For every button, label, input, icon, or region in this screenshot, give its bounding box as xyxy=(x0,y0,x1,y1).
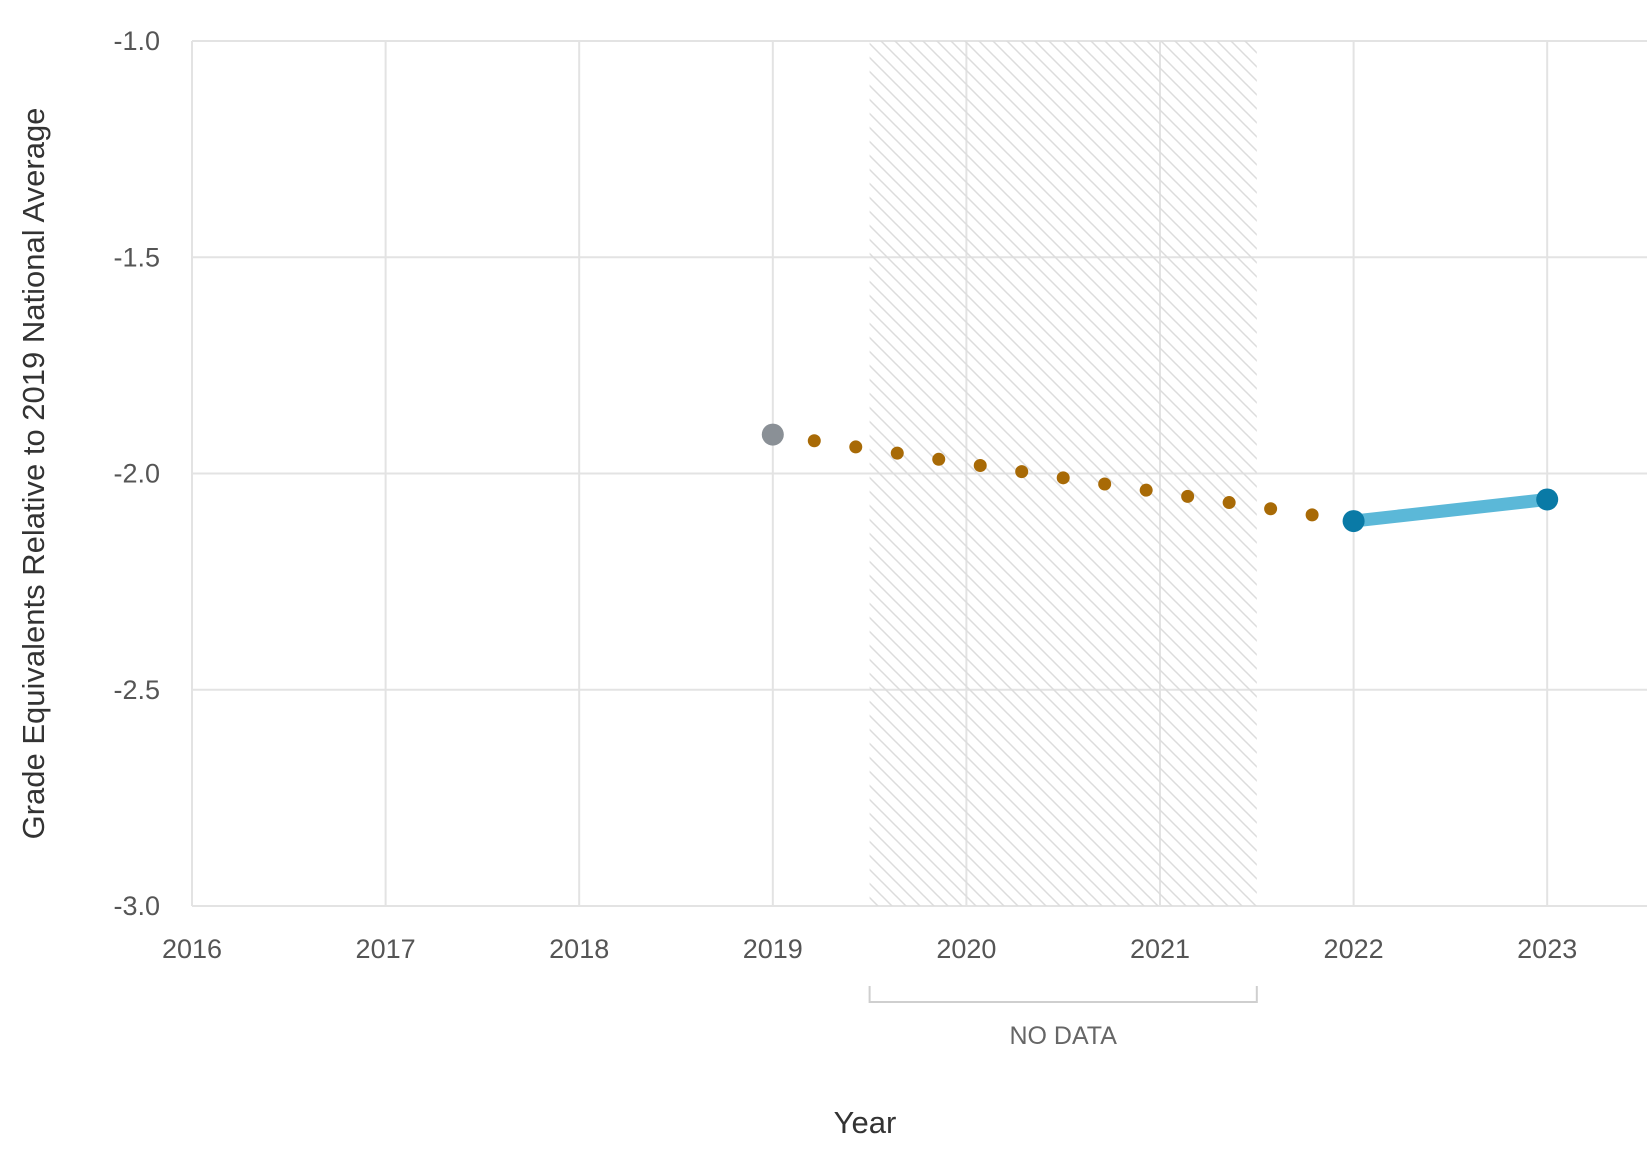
data-point xyxy=(1536,488,1559,511)
x-tick-label: 2023 xyxy=(1517,934,1577,964)
x-tick-label: 2019 xyxy=(743,934,803,964)
y-tick-label: -1.0 xyxy=(113,26,160,56)
series-line xyxy=(1347,492,1554,528)
y-tick-label: -1.5 xyxy=(113,242,160,272)
trend-dot xyxy=(1056,471,1070,485)
x-tick-label: 2021 xyxy=(1130,934,1190,964)
no-data-label: NO DATA xyxy=(1009,1022,1117,1050)
x-axis-title: Year xyxy=(834,1105,897,1140)
trend-dot xyxy=(1139,483,1153,497)
data-point xyxy=(761,423,784,446)
trend-dot xyxy=(890,446,904,460)
x-tick-label: 2020 xyxy=(936,934,996,964)
trend-dot xyxy=(849,440,863,454)
no-data-region xyxy=(868,41,1258,1003)
trend-dot xyxy=(932,452,946,466)
trend-dot xyxy=(1264,502,1278,516)
trend-dot xyxy=(1222,496,1236,510)
trend-dot xyxy=(1181,489,1195,503)
x-tick-label: 2022 xyxy=(1324,934,1384,964)
y-axis-title: Grade Equivalents Relative to 2019 Natio… xyxy=(16,108,51,840)
y-tick-labels: -1.0 -1.5 -2.0 -2.5 -3.0 xyxy=(113,26,160,921)
trend-dot xyxy=(1015,465,1029,479)
x-tick-label: 2016 xyxy=(162,934,222,964)
trend-dot xyxy=(973,458,987,472)
x-tick-label: 2018 xyxy=(549,934,609,964)
y-tick-label: -3.0 xyxy=(113,891,160,921)
data-point xyxy=(1342,510,1365,533)
x-tick-labels: 2016 2017 2018 2019 2020 2021 2022 2023 xyxy=(162,934,1577,964)
trend-dot xyxy=(807,434,821,448)
trend-dot xyxy=(1305,508,1319,522)
series-layer xyxy=(761,423,1559,533)
trend-dot xyxy=(1098,477,1112,491)
y-tick-label: -2.5 xyxy=(113,675,160,705)
x-tick-label: 2017 xyxy=(356,934,416,964)
no-data-bracket xyxy=(868,986,1258,1003)
y-tick-label: -2.0 xyxy=(113,459,160,489)
